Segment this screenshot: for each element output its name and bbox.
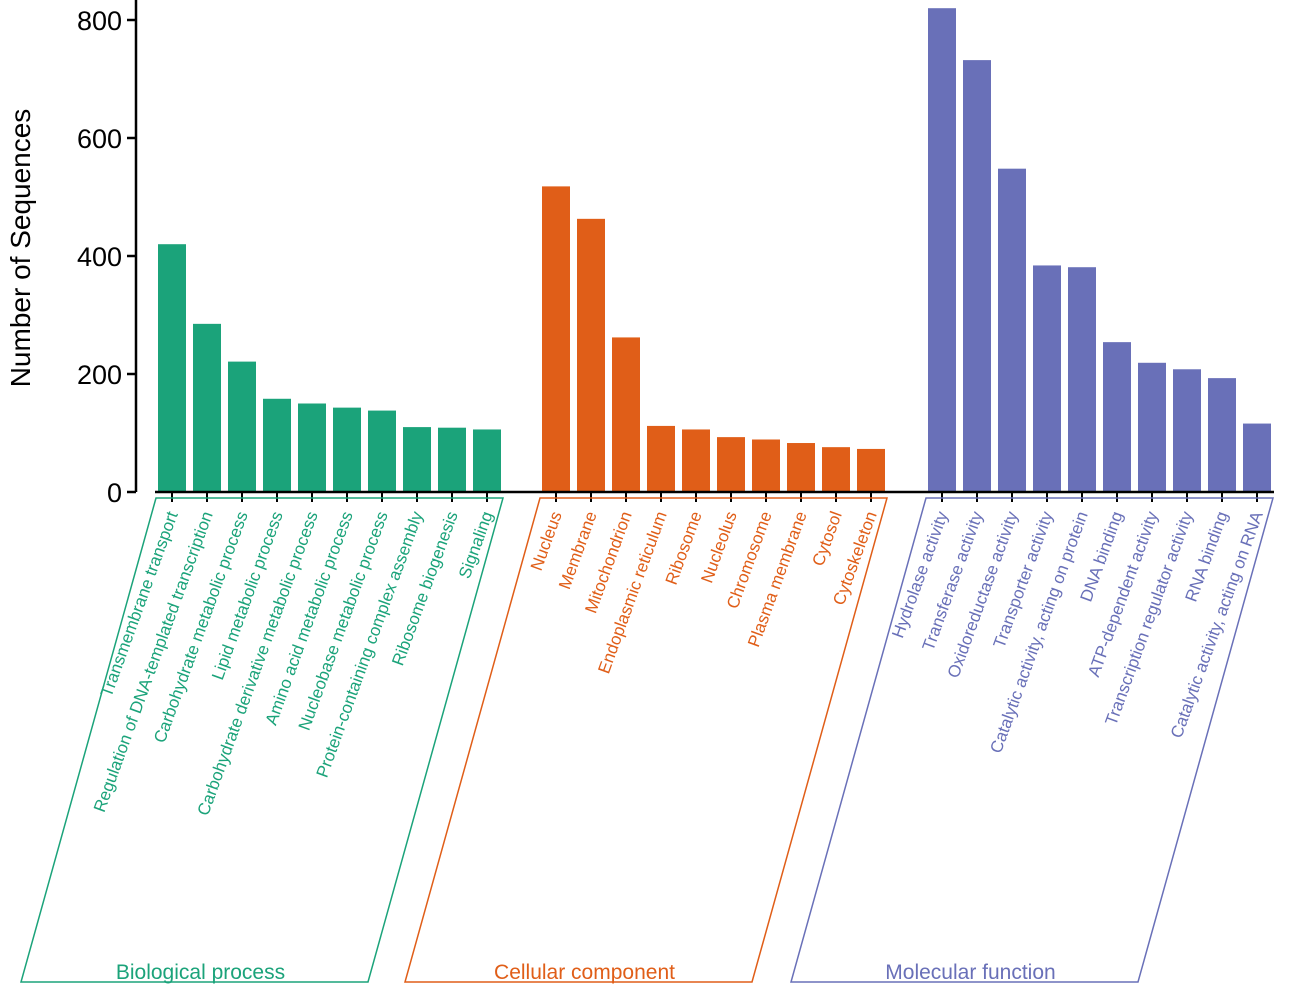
bar — [1138, 362, 1166, 492]
bar — [682, 429, 710, 492]
bar — [1068, 267, 1096, 492]
y-axis-title: Number of Sequences — [5, 109, 36, 388]
y-tick-label: 200 — [77, 360, 122, 390]
bar — [998, 168, 1026, 492]
bar — [193, 323, 221, 492]
bar — [963, 60, 991, 493]
bar — [647, 425, 675, 492]
bar — [298, 403, 326, 492]
bar — [438, 427, 466, 492]
y-tick-label: 600 — [77, 124, 122, 154]
bar — [263, 398, 291, 492]
bar — [333, 407, 361, 492]
group-bracket — [20, 497, 504, 983]
group-label: Molecular function — [885, 961, 1055, 984]
category-label: Cytosol — [809, 509, 846, 569]
bar — [577, 218, 605, 492]
group-label: Cellular component — [494, 961, 675, 984]
bar — [928, 8, 956, 492]
y-tick-label: 800 — [77, 6, 122, 36]
bar — [368, 410, 396, 492]
bar — [822, 447, 850, 492]
bar — [717, 437, 745, 492]
bar — [473, 429, 501, 492]
bar — [1173, 369, 1201, 492]
group-bracket — [404, 497, 888, 983]
bar — [857, 448, 885, 492]
y-axis: 0 200 400 600 800 — [77, 0, 138, 508]
group-bracket — [790, 497, 1274, 983]
bar — [787, 443, 815, 492]
bar — [403, 427, 431, 492]
bar — [1103, 342, 1131, 492]
bar — [1243, 423, 1271, 492]
bar — [752, 439, 780, 492]
group-cellular-component: NucleusMembraneMitochondrionEndoplasmic … — [404, 186, 888, 984]
group-label: Biological process — [116, 961, 285, 984]
y-tick-label: 400 — [77, 242, 122, 272]
bar — [228, 361, 256, 492]
category-label: Nucleus — [527, 509, 566, 573]
bar — [612, 337, 640, 492]
bar — [1208, 378, 1236, 492]
bar — [158, 244, 186, 492]
bar — [542, 186, 570, 492]
bar — [1033, 265, 1061, 492]
y-tick-label: 0 — [107, 478, 122, 508]
